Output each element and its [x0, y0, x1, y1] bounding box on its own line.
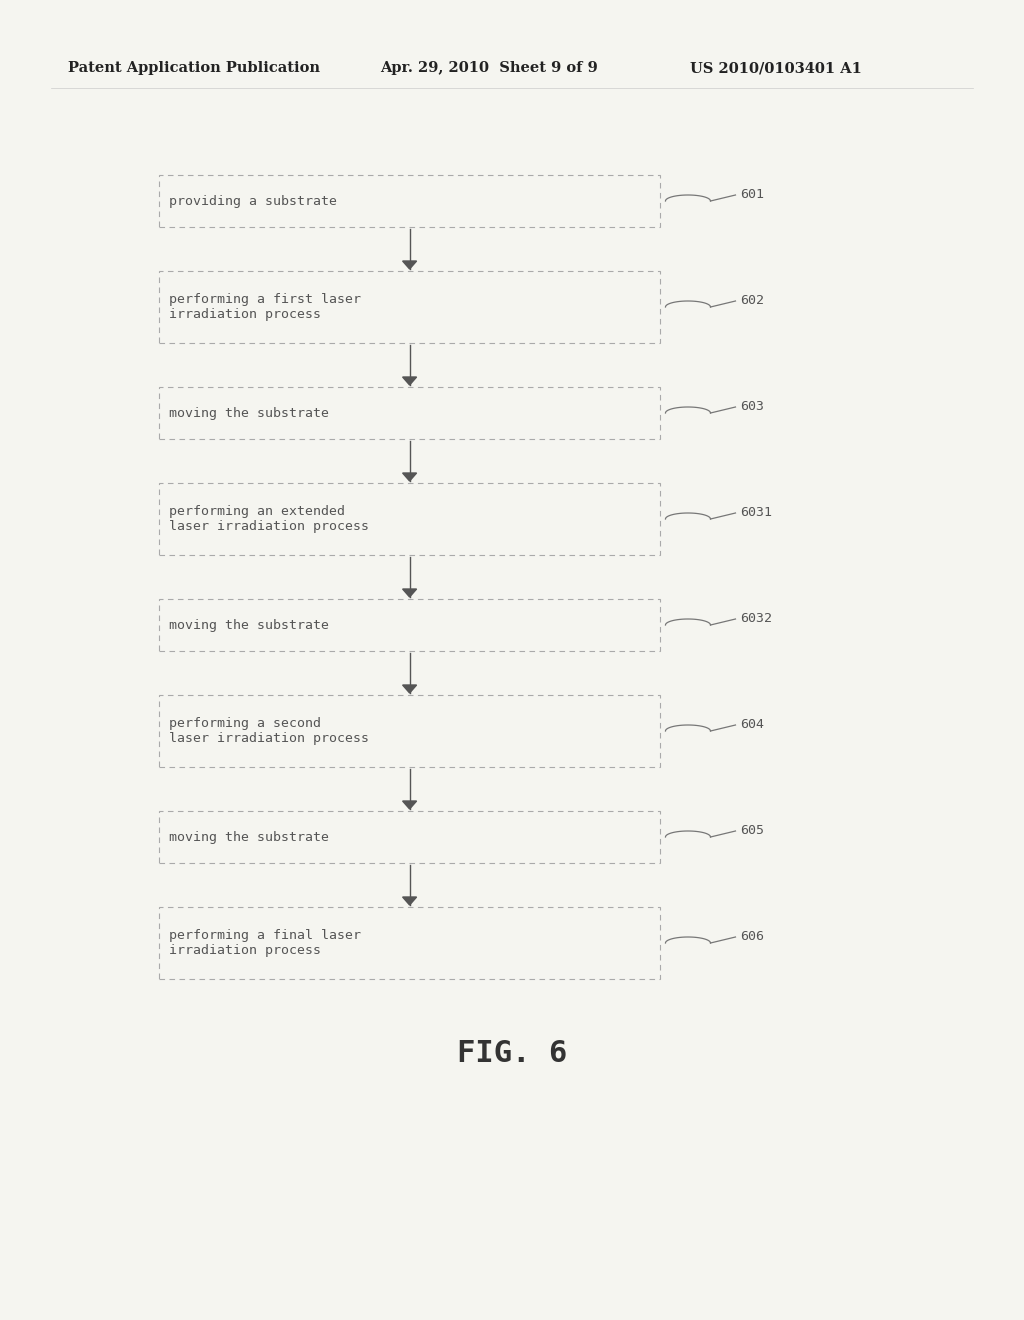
Text: FIG. 6: FIG. 6: [457, 1039, 567, 1068]
Text: 602: 602: [740, 294, 765, 308]
Text: Patent Application Publication: Patent Application Publication: [68, 61, 319, 75]
Bar: [159, 271, 660, 343]
Polygon shape: [402, 473, 417, 480]
Polygon shape: [402, 801, 417, 809]
Text: 6031: 6031: [740, 507, 772, 520]
Polygon shape: [402, 261, 417, 269]
Bar: [159, 483, 660, 554]
Text: laser irradiation process: laser irradiation process: [169, 731, 369, 744]
Text: providing a substrate: providing a substrate: [169, 194, 337, 207]
Polygon shape: [402, 589, 417, 597]
Text: Apr. 29, 2010  Sheet 9 of 9: Apr. 29, 2010 Sheet 9 of 9: [380, 61, 598, 75]
Text: irradiation process: irradiation process: [169, 308, 321, 321]
Bar: [159, 387, 660, 440]
Text: 605: 605: [740, 825, 765, 837]
Text: performing a final laser: performing a final laser: [169, 929, 360, 942]
Bar: [159, 599, 660, 651]
Text: performing a second: performing a second: [169, 717, 321, 730]
Polygon shape: [402, 898, 417, 906]
Text: performing a first laser: performing a first laser: [169, 293, 360, 306]
Polygon shape: [402, 685, 417, 693]
Text: irradiation process: irradiation process: [169, 944, 321, 957]
Text: 6032: 6032: [740, 612, 772, 626]
Polygon shape: [402, 378, 417, 385]
Text: moving the substrate: moving the substrate: [169, 407, 329, 420]
Text: US 2010/0103401 A1: US 2010/0103401 A1: [690, 61, 862, 75]
Bar: [159, 696, 660, 767]
Text: 603: 603: [740, 400, 765, 413]
Bar: [159, 810, 660, 863]
Text: 604: 604: [740, 718, 765, 731]
Text: performing an extended: performing an extended: [169, 506, 345, 519]
Text: 601: 601: [740, 189, 765, 202]
Text: moving the substrate: moving the substrate: [169, 619, 329, 631]
Bar: [159, 907, 660, 979]
Text: moving the substrate: moving the substrate: [169, 830, 329, 843]
Text: laser irradiation process: laser irradiation process: [169, 520, 369, 533]
Text: 606: 606: [740, 931, 765, 944]
Bar: [159, 176, 660, 227]
